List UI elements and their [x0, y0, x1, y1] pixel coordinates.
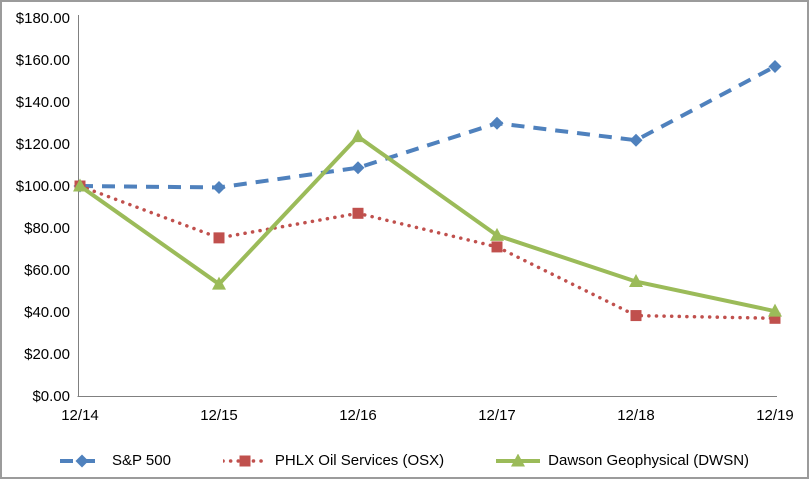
- data-point-marker: [490, 116, 504, 130]
- data-point-marker: [630, 310, 642, 322]
- legend-marker: [75, 454, 89, 467]
- data-point-marker: [491, 241, 503, 253]
- legend-label-osx: PHLX Oil Services (OSX): [274, 452, 445, 469]
- data-point-marker: [490, 227, 504, 241]
- data-point-marker: [629, 274, 643, 288]
- data-point-marker: [768, 303, 782, 317]
- x-tick-label: 12/15: [200, 407, 238, 424]
- data-point-marker: [351, 129, 365, 143]
- data-point-marker: [351, 161, 365, 175]
- chart-legend: S&P 500 PHLX Oil Services (OSX) Dawson G…: [2, 452, 807, 469]
- legend-label-sp500: S&P 500: [111, 452, 171, 469]
- osx-line-marker-swatch: [222, 455, 267, 466]
- legend-marker: [239, 455, 251, 466]
- legend-marker: [511, 453, 526, 466]
- legend-item-dwsn: Dawson Geophysical (DWSN): [496, 452, 749, 469]
- data-point-marker: [629, 133, 643, 147]
- y-tick-label: $20.00: [24, 346, 70, 363]
- dwsn-line-marker-swatch: [496, 453, 541, 466]
- y-tick-label: $60.00: [24, 262, 70, 279]
- y-tick-label: $160.00: [16, 52, 70, 69]
- data-point-marker: [352, 207, 364, 219]
- data-point-marker: [212, 180, 226, 194]
- sp500-line-marker-swatch: [59, 454, 104, 467]
- chart-plot-area: $0.00 $20.00 $40.00 $60.00 $80.00 $100.00 $120…: [16, 10, 794, 424]
- x-tick-label: 12/18: [617, 407, 655, 424]
- y-tick-label: $140.00: [16, 94, 70, 111]
- series-2: [74, 180, 781, 324]
- y-tick-label: $80.00: [24, 220, 70, 237]
- y-tick-label: $40.00: [24, 304, 70, 321]
- data-point-marker: [73, 178, 87, 192]
- series-line: [78, 184, 777, 321]
- legend-item-osx: PHLX Oil Services (OSX): [222, 452, 445, 469]
- data-point-marker: [769, 312, 781, 324]
- series-line: [78, 134, 776, 314]
- x-tick-label: 12/14: [61, 407, 99, 424]
- legend-label-dwsn: Dawson Geophysical (DWSN): [548, 452, 750, 469]
- data-point-marker: [213, 232, 225, 244]
- legend-item-sp500: S&P 500: [59, 452, 171, 469]
- series-3: [73, 129, 782, 317]
- x-tick-label: 12/17: [478, 407, 516, 424]
- series-1: [73, 60, 782, 194]
- y-tick-label: $120.00: [16, 136, 70, 153]
- data-point-marker: [768, 60, 782, 74]
- x-tick-label: 12/16: [339, 407, 377, 424]
- y-tick-label: $0.00: [32, 388, 70, 405]
- y-tick-label: $100.00: [16, 178, 70, 195]
- y-tick-label: $180.00: [16, 10, 70, 27]
- x-tick-label: 12/19: [756, 407, 794, 424]
- series-line: [79, 64, 776, 190]
- data-point-marker: [212, 276, 226, 290]
